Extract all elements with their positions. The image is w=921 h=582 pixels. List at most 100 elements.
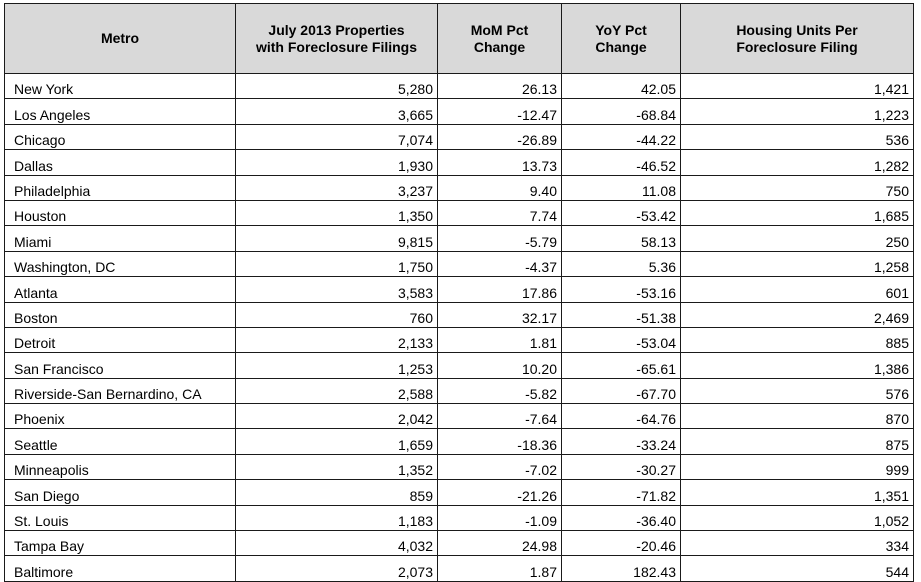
metro-cell: Atlanta [4, 276, 236, 303]
mom-pct-cell: 1.81 [437, 326, 562, 354]
yoy-pct-cell: 11.08 [561, 174, 681, 201]
foreclosure-table: Metro July 2013 Properties with Foreclosur… [4, 3, 914, 582]
yoy-pct-cell: -67.70 [561, 377, 681, 405]
yoy-pct-cell: 5.36 [561, 250, 681, 278]
table-header: Metro July 2013 Properties with Foreclosur… [4, 3, 914, 74]
properties-cell: 5,280 [235, 72, 438, 100]
metro-cell: Los Angeles [4, 98, 236, 125]
properties-cell: 7,074 [235, 123, 438, 151]
mom-pct-cell: 13.73 [437, 149, 562, 176]
header-label-line: with Foreclosure Filings [255, 38, 418, 55]
metro-cell: Boston [4, 301, 236, 328]
housing-units-cell: 1,386 [680, 352, 914, 379]
metro-cell: Riverside-San Bernardino, CA [4, 377, 236, 405]
metro-cell: St. Louis [4, 504, 236, 532]
housing-units-cell: 334 [680, 530, 914, 557]
metro-cell: Houston [4, 199, 236, 227]
yoy-pct-cell: -53.16 [561, 276, 681, 303]
header-label-line: Housing Units Per [736, 21, 858, 38]
table-row: New York 5,280 26.13 42.05 1,421 [4, 72, 914, 100]
properties-header: July 2013 Properties with Foreclosure Fil… [235, 3, 438, 74]
metro-header: Metro [4, 3, 236, 74]
metro-cell: Philadelphia [4, 174, 236, 201]
housing-units-cell: 870 [680, 403, 914, 430]
yoy-pct-cell: -30.27 [561, 453, 681, 481]
table-row: Baltimore 2,073 1.87 182.43 544 [4, 555, 914, 582]
mom-pct-cell: -26.89 [437, 123, 562, 151]
housing-units-cell: 1,282 [680, 149, 914, 176]
table-row: Washington, DC 1,750 -4.37 5.36 1,258 [4, 250, 914, 278]
table-row: Dallas 1,930 13.73 -46.52 1,282 [4, 149, 914, 176]
mom-pct-cell: 10.20 [437, 352, 562, 379]
metro-cell: New York [4, 72, 236, 100]
yoy-pct-cell: 182.43 [561, 555, 681, 582]
metro-cell: Seattle [4, 428, 236, 455]
housing-units-cell: 601 [680, 276, 914, 303]
mom-pct-cell: 32.17 [437, 301, 562, 328]
header-label-line: Change [473, 38, 526, 55]
mom-pct-cell: -7.64 [437, 403, 562, 430]
header-label-line: Foreclosure Filing [736, 38, 858, 55]
header-label-line: July 2013 Properties [268, 21, 405, 38]
properties-cell: 1,350 [235, 199, 438, 227]
metro-cell: Baltimore [4, 555, 236, 582]
table-row: San Diego 859 -21.26 -71.82 1,351 [4, 479, 914, 506]
yoy-pct-cell: -64.76 [561, 403, 681, 430]
table-row: Atlanta 3,583 17.86 -53.16 601 [4, 276, 914, 303]
housing-units-cell: 544 [680, 555, 914, 582]
table-row: Seattle 1,659 -18.36 -33.24 875 [4, 428, 914, 455]
table-container: Metro July 2013 Properties with Foreclosur… [4, 3, 914, 582]
mom-header: MoM Pct Change [437, 3, 562, 74]
yoy-pct-cell: -46.52 [561, 149, 681, 176]
properties-cell: 1,352 [235, 453, 438, 481]
housing-units-cell: 1,052 [680, 504, 914, 532]
table-row: Houston 1,350 7.74 -53.42 1,685 [4, 199, 914, 227]
table-row: St. Louis 1,183 -1.09 -36.40 1,052 [4, 504, 914, 532]
yoy-pct-cell: 42.05 [561, 72, 681, 100]
mom-pct-cell: 7.74 [437, 199, 562, 227]
metro-cell: Phoenix [4, 403, 236, 430]
mom-pct-cell: 9.40 [437, 174, 562, 201]
mom-pct-cell: 24.98 [437, 530, 562, 557]
mom-pct-cell: -5.79 [437, 225, 562, 252]
properties-cell: 1,253 [235, 352, 438, 379]
housing-units-cell: 1,421 [680, 72, 914, 100]
mom-pct-cell: 1.87 [437, 555, 562, 582]
yoy-pct-cell: -65.61 [561, 352, 681, 379]
header-label-line: YoY Pct [595, 21, 647, 38]
yoy-header: YoY Pct Change [561, 3, 681, 74]
metro-cell: Dallas [4, 149, 236, 176]
table-row: Chicago 7,074 -26.89 -44.22 536 [4, 123, 914, 151]
table-row: Miami 9,815 -5.79 58.13 250 [4, 225, 914, 252]
housing-units-header: Housing Units Per Foreclosure Filing [680, 3, 914, 74]
mom-pct-cell: -1.09 [437, 504, 562, 532]
mom-pct-cell: -5.82 [437, 377, 562, 405]
yoy-pct-cell: -53.42 [561, 199, 681, 227]
mom-pct-cell: -18.36 [437, 428, 562, 455]
metro-cell: Miami [4, 225, 236, 252]
table-row: San Francisco 1,253 10.20 -65.61 1,386 [4, 352, 914, 379]
yoy-pct-cell: -20.46 [561, 530, 681, 557]
header-row: Metro July 2013 Properties with Foreclosur… [4, 3, 914, 74]
metro-cell: Minneapolis [4, 453, 236, 481]
table-body: New York 5,280 26.13 42.05 1,421 Los Angeles 3… [4, 72, 914, 582]
metro-cell: Detroit [4, 326, 236, 354]
housing-units-cell: 1,685 [680, 199, 914, 227]
mom-pct-cell: -21.26 [437, 479, 562, 506]
properties-cell: 2,073 [235, 555, 438, 582]
yoy-pct-cell: -71.82 [561, 479, 681, 506]
housing-units-cell: 1,351 [680, 479, 914, 506]
table-row: Philadelphia 3,237 9.40 11.08 750 [4, 174, 914, 201]
housing-units-cell: 1,258 [680, 250, 914, 278]
properties-cell: 859 [235, 479, 438, 506]
yoy-pct-cell: -33.24 [561, 428, 681, 455]
metro-cell: San Francisco [4, 352, 236, 379]
table-row: Tampa Bay 4,032 24.98 -20.46 334 [4, 530, 914, 557]
properties-cell: 3,237 [235, 174, 438, 201]
properties-cell: 1,659 [235, 428, 438, 455]
properties-cell: 1,930 [235, 149, 438, 176]
table-row: Los Angeles 3,665 -12.47 -68.84 1,223 [4, 98, 914, 125]
housing-units-cell: 750 [680, 174, 914, 201]
properties-cell: 760 [235, 301, 438, 328]
table-row: Detroit 2,133 1.81 -53.04 885 [4, 326, 914, 354]
